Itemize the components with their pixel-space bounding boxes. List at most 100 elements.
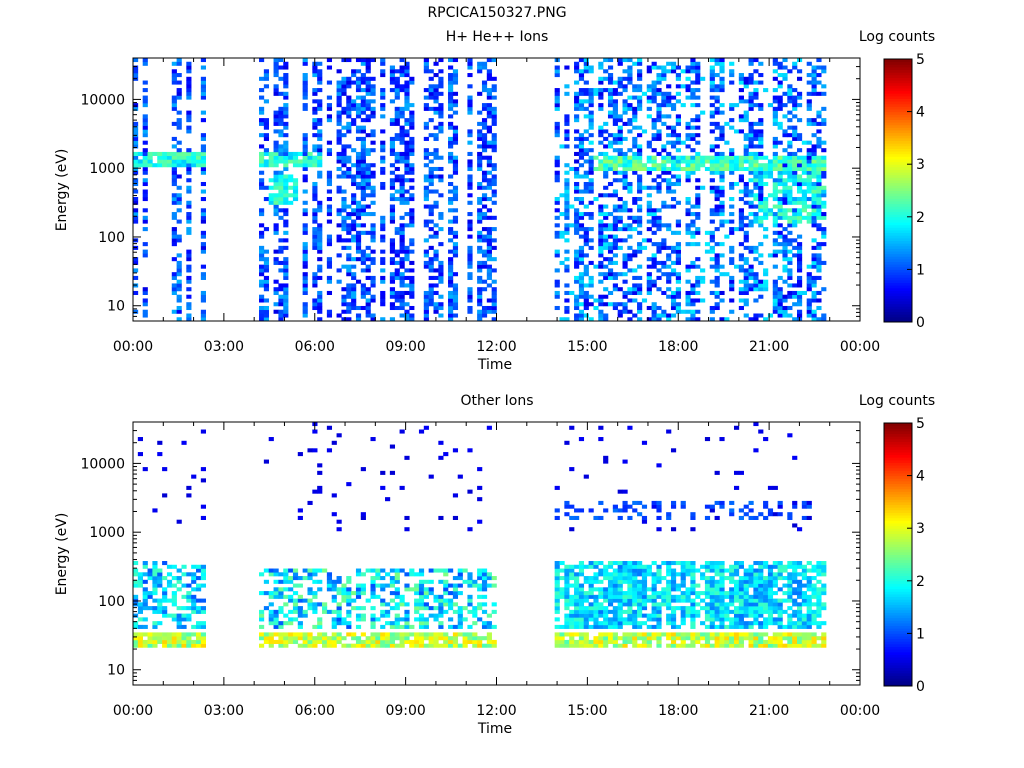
heatmap-cell bbox=[273, 613, 279, 618]
heatmap-cell bbox=[273, 572, 279, 577]
heatmap-cell bbox=[331, 493, 337, 498]
heatmap-cell bbox=[593, 636, 599, 641]
heatmap-cell bbox=[322, 606, 328, 611]
heatmap-cell bbox=[758, 219, 764, 224]
heatmap-cell bbox=[394, 178, 400, 183]
heatmap-cell bbox=[365, 91, 371, 96]
heatmap-cell bbox=[491, 602, 497, 607]
heatmap-cell bbox=[186, 84, 192, 89]
heatmap-cell bbox=[719, 88, 725, 93]
heatmap-cell bbox=[782, 58, 788, 63]
heatmap-cell bbox=[632, 602, 638, 607]
heatmap-cell bbox=[186, 170, 192, 175]
heatmap-cell bbox=[171, 594, 177, 599]
heatmap-cell bbox=[317, 617, 323, 622]
heatmap-cell bbox=[598, 609, 604, 614]
heatmap-cell bbox=[176, 294, 182, 299]
heatmap-cell bbox=[685, 309, 691, 314]
heatmap-cell bbox=[302, 106, 308, 111]
heatmap-cell bbox=[302, 140, 308, 145]
heatmap-cell bbox=[133, 155, 139, 160]
heatmap-cell bbox=[632, 568, 638, 573]
heatmap-cell bbox=[622, 564, 628, 569]
colorbar-segment bbox=[884, 256, 912, 260]
heatmap-cell bbox=[690, 317, 696, 322]
heatmap-cell bbox=[729, 197, 735, 202]
heatmap-cell bbox=[743, 290, 749, 295]
heatmap-cell bbox=[360, 467, 366, 472]
heatmap-cell bbox=[142, 242, 148, 247]
heatmap-cell bbox=[186, 163, 192, 168]
heatmap-cell bbox=[312, 643, 318, 648]
heatmap-cell bbox=[409, 197, 415, 202]
heatmap-cell bbox=[787, 193, 793, 198]
heatmap-cell bbox=[433, 166, 439, 172]
heatmap-cell bbox=[351, 197, 357, 202]
heatmap-cell bbox=[811, 166, 817, 172]
heatmap-cell bbox=[186, 317, 192, 322]
heatmap-cell bbox=[152, 609, 158, 614]
heatmap-cell bbox=[627, 103, 633, 108]
heatmap-cell bbox=[404, 249, 410, 254]
heatmap-cell bbox=[312, 197, 318, 202]
heatmap-cell bbox=[186, 643, 192, 648]
heatmap-cell bbox=[622, 639, 628, 644]
heatmap-cell bbox=[355, 151, 362, 156]
heatmap-cell bbox=[142, 193, 148, 198]
heatmap-cell bbox=[554, 230, 560, 235]
heatmap-cell bbox=[622, 568, 628, 573]
heatmap-cell bbox=[666, 643, 672, 648]
heatmap-cell bbox=[259, 298, 265, 303]
heatmap-cell bbox=[355, 88, 362, 93]
heatmap-cell bbox=[481, 65, 488, 70]
heatmap-cell bbox=[477, 568, 483, 573]
colorbar-segment bbox=[884, 208, 912, 213]
heatmap-cell bbox=[428, 95, 434, 100]
heatmap-cell bbox=[748, 223, 754, 228]
heatmap-cell bbox=[564, 257, 570, 262]
heatmap-cell bbox=[651, 632, 657, 637]
heatmap-cell bbox=[176, 148, 182, 153]
heatmap-cell bbox=[598, 140, 604, 145]
heatmap-cell bbox=[661, 309, 667, 314]
heatmap-cell bbox=[404, 133, 410, 138]
heatmap-cell bbox=[491, 114, 497, 119]
heatmap-cell bbox=[583, 643, 589, 648]
heatmap-cell bbox=[142, 155, 148, 160]
heatmap-cell bbox=[186, 215, 192, 220]
heatmap-cell bbox=[297, 508, 303, 513]
heatmap-cell bbox=[588, 140, 594, 145]
heatmap-cell bbox=[753, 133, 759, 138]
heatmap-cell bbox=[326, 178, 333, 183]
heatmap-cell bbox=[564, 632, 570, 637]
colorbar-segment bbox=[884, 130, 912, 134]
heatmap-cell bbox=[380, 219, 386, 224]
heatmap-cell bbox=[724, 272, 730, 277]
heatmap-cell bbox=[200, 564, 206, 569]
heatmap-cell bbox=[685, 242, 691, 247]
heatmap-cell bbox=[758, 166, 764, 172]
heatmap-cell bbox=[753, 245, 759, 250]
heatmap-cell bbox=[714, 264, 720, 269]
heatmap-cell bbox=[641, 245, 648, 250]
heatmap-cell bbox=[782, 309, 788, 314]
heatmap-cell bbox=[404, 253, 410, 258]
heatmap-cell bbox=[758, 253, 764, 258]
heatmap-cell bbox=[394, 133, 400, 138]
heatmap-cell bbox=[331, 639, 337, 644]
heatmap-cell bbox=[137, 579, 143, 584]
heatmap-cell bbox=[278, 594, 284, 599]
heatmap-cell bbox=[724, 140, 730, 145]
heatmap-cell bbox=[312, 609, 318, 614]
heatmap-cell bbox=[302, 302, 308, 307]
heatmap-cell bbox=[646, 564, 652, 569]
heatmap-cell bbox=[380, 166, 386, 172]
heatmap-cell bbox=[448, 617, 454, 622]
heatmap-cell bbox=[821, 227, 827, 232]
heatmap-cell bbox=[171, 283, 177, 288]
heatmap-cell bbox=[680, 103, 686, 108]
heatmap-cell bbox=[772, 114, 778, 119]
heatmap-cell bbox=[821, 317, 827, 322]
heatmap-cell bbox=[341, 151, 347, 156]
heatmap-cell bbox=[564, 583, 570, 588]
